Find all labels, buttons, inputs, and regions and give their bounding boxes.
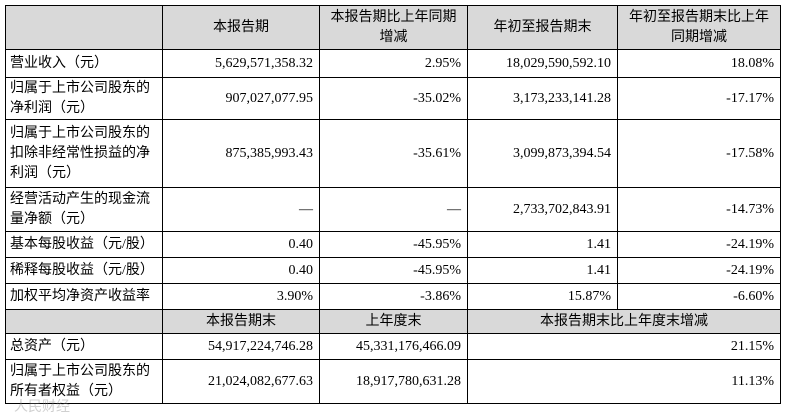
table-cell: 年初至报告期末比上年同期增减 (617, 5, 781, 50)
table-row: 营业收入（元） 5,629,571,358.32 2.95% 18,029,590,5… (5, 49, 781, 78)
table-cell: 本报告期末比上年度末增减 (467, 309, 781, 334)
table-cell: 15.87% (467, 283, 618, 310)
table-cell: 11.13% (467, 359, 781, 404)
table-cell (5, 309, 163, 334)
table-row: 归属于上市公司股东的扣除非经常性损益的净利润（元） 875,385,993.43-… (5, 119, 781, 188)
table-cell: 0.40 (162, 231, 320, 258)
table-cell: 2.95% (319, 49, 468, 78)
table-cell: -17.17% (617, 77, 781, 120)
watermark: 人民财经 (14, 399, 70, 415)
table-cell: 5,629,571,358.32 (162, 49, 320, 78)
table-cell: 1.41 (467, 231, 618, 258)
table-cell: 归属于上市公司股东的扣除非经常性损益的净利润（元） (5, 119, 163, 188)
table-cell: 45,331,176,466.09 (319, 333, 468, 360)
table-cell: 18,917,780,631.28 (319, 359, 468, 404)
table-cell: -24.19% (617, 257, 781, 284)
table-cell: 1.41 (467, 257, 618, 284)
table-cell: -17.58% (617, 119, 781, 188)
table-cell: 上年度末 (319, 309, 468, 334)
table-cell: 54,917,224,746.28 (162, 333, 320, 360)
table-cell: -3.86% (319, 283, 468, 310)
table-cell: 907,027,077.95 (162, 77, 320, 120)
table-cell: 本报告期比上年同期增减 (319, 5, 468, 50)
table-cell: 加权平均净资产收益率 (5, 283, 163, 310)
table-cell: 0.40 (162, 257, 320, 284)
table-cell: -35.61% (319, 119, 468, 188)
table-cell: 875,385,993.43 (162, 119, 320, 188)
table-row: 归属于上市公司股东的所有者权益（元） 21,024,082,677.63 18,91… (5, 359, 781, 404)
table-cell: -6.60% (617, 283, 781, 310)
table-row: 稀释每股收益（元/股） 0.40 -45.95% 1.41 -24.19% (5, 257, 781, 284)
table-cell: 3,173,233,141.28 (467, 77, 618, 120)
table-cell: — (162, 187, 320, 232)
table-cell: -24.19% (617, 231, 781, 258)
table-cell: 18.08% (617, 49, 781, 78)
table-cell (5, 5, 163, 50)
table-cell: 归属于上市公司股东的所有者权益（元） (5, 359, 163, 404)
table-cell: 稀释每股收益（元/股） (5, 257, 163, 284)
table-cell: 21,024,082,677.63 (162, 359, 320, 404)
table-cell: 归属于上市公司股东的净利润（元） (5, 77, 163, 120)
table-cell: — (319, 187, 468, 232)
table-cell: 年初至报告期末 (467, 5, 618, 50)
table-row: 归属于上市公司股东的净利润（元） 907,027,077.95 -35.02% 3,1… (5, 77, 781, 120)
table-cell: 3,099,873,394.54 (467, 119, 618, 188)
financial-table: 本报告期 本报告期比上年同期增减 年初至报告期末 年初至报告期末比上年同期增减 营业收入… (5, 5, 781, 404)
table-row: 基本每股收益（元/股） 0.40 -45.95% 1.41 -24.19% (5, 231, 781, 258)
table-row: 加权平均净资产收益率 3.90% -3.86% 15.87% -6.60% (5, 283, 781, 310)
table-cell: -45.95% (319, 257, 468, 284)
table-cell: 营业收入（元） (5, 49, 163, 78)
table-cell: 18,029,590,592.10 (467, 49, 618, 78)
table-cell: 3.90% (162, 283, 320, 310)
table-cell: -45.95% (319, 231, 468, 258)
table-cell: -14.73% (617, 187, 781, 232)
table-cell: 2,733,702,843.91 (467, 187, 618, 232)
table-cell: -35.02% (319, 77, 468, 120)
table-cell: 21.15% (467, 333, 781, 360)
table-row: 总资产（元） 54,917,224,746.28 45,331,176,466.09… (5, 333, 781, 360)
table-row: 经营活动产生的现金流量净额（元） — —2,733,702,843.91 -14.73… (5, 187, 781, 232)
table-cell: 本报告期末 (162, 309, 320, 334)
table-cell: 本报告期 (162, 5, 320, 50)
table-cell: 经营活动产生的现金流量净额（元） (5, 187, 163, 232)
table-cell: 总资产（元） (5, 333, 163, 360)
table-row: 本报告期 本报告期比上年同期增减 年初至报告期末 年初至报告期末比上年同期增减 (5, 5, 781, 50)
table-cell: 基本每股收益（元/股） (5, 231, 163, 258)
table-row: 本报告期末 上年度末 本报告期末比上年度末增减 (5, 309, 781, 334)
